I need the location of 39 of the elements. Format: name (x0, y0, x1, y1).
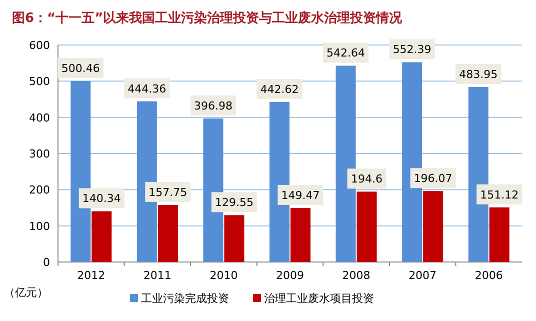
data-label: 140.34 (82, 192, 121, 206)
y-tick-label: 300 (29, 148, 50, 160)
chart-title: 图6：“十一五”以来我国工业污染治理投资与工业废水治理投资情况 (12, 10, 404, 26)
bar (290, 208, 310, 262)
y-tick-label: 400 (29, 111, 50, 124)
data-label: 196.07 (414, 172, 452, 186)
data-label: 542.64 (326, 46, 366, 60)
data-label: 396.98 (194, 99, 232, 112)
y-tick-label: 500 (29, 75, 50, 88)
bar (92, 211, 112, 262)
y-tick-label: 100 (29, 220, 50, 233)
data-label: 442.62 (260, 82, 299, 96)
x-tick-label: 2010 (210, 269, 238, 282)
x-tick-label: 2012 (77, 269, 106, 282)
bar (158, 204, 178, 262)
bar (356, 192, 377, 262)
data-label: 552.39 (392, 43, 432, 56)
y-tick-label: 600 (29, 39, 50, 52)
y-tick-label: 0 (43, 256, 50, 269)
data-label: 157.75 (148, 186, 188, 199)
y-tick-label: 200 (29, 184, 50, 197)
bar (423, 191, 444, 262)
x-tick-label: 2011 (143, 269, 172, 282)
x-tick-label: 2006 (474, 269, 503, 282)
data-label: 483.95 (459, 68, 498, 81)
data-label: 500.46 (61, 62, 100, 75)
data-label: 149.47 (281, 188, 320, 202)
bar (489, 207, 510, 262)
data-label: 151.12 (480, 188, 519, 202)
legend-label: 工业污染完成投资 (141, 292, 229, 305)
x-tick-label: 2009 (276, 269, 304, 282)
x-tick-label: 2008 (342, 269, 370, 282)
bar (224, 215, 244, 262)
y-axis-title: （亿元） (4, 286, 48, 299)
legend-label: 治理工业废水项目投资 (264, 292, 374, 305)
data-label: 129.55 (214, 196, 254, 210)
data-label: 444.36 (128, 82, 166, 96)
data-label: 194.6 (351, 172, 383, 186)
x-tick-label: 2007 (408, 269, 437, 282)
